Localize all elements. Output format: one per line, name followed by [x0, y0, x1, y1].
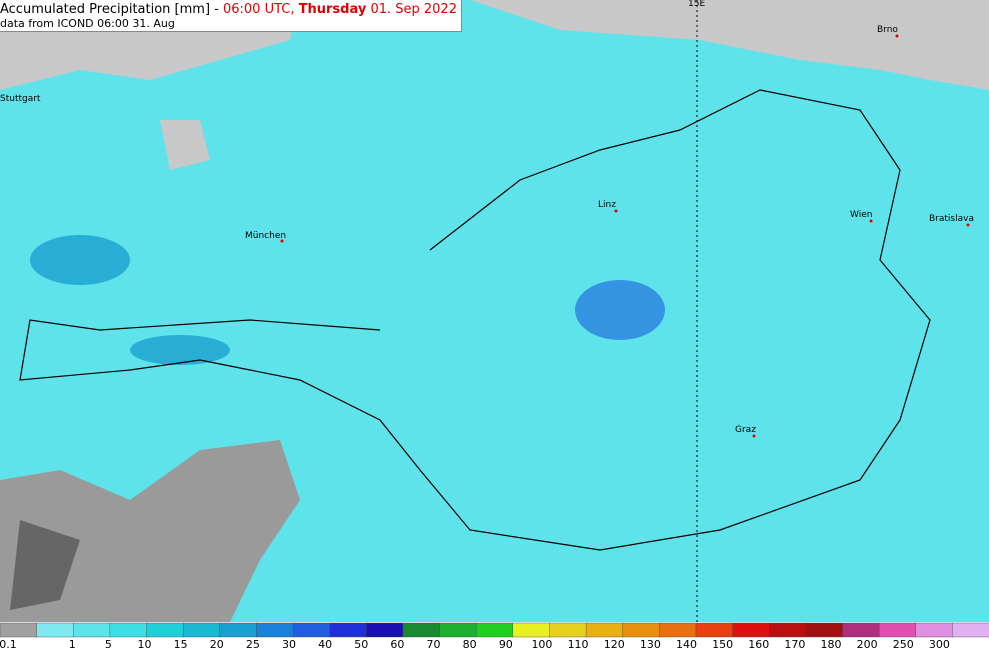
- colorbar-label: 1: [69, 638, 76, 651]
- colorbar-label: 80: [463, 638, 477, 651]
- city-marker: [895, 34, 899, 38]
- precip-max: [575, 280, 665, 340]
- colorbar-swatch: [659, 622, 697, 638]
- colorbar-swatch: [952, 622, 989, 638]
- colorbar-swatch: [842, 622, 880, 638]
- colorbar-swatch: [146, 622, 184, 638]
- title-weekday: Thursday: [298, 2, 367, 17]
- border: [19, 89, 931, 551]
- colorbar-swatch: [109, 622, 148, 638]
- title-label: Accumulated Precipitation [mm] -: [0, 2, 223, 17]
- colorbar-swatch: [182, 622, 221, 638]
- colorbar-label: 300: [929, 638, 950, 651]
- colorbar-label: 20: [210, 638, 224, 651]
- colorbar-label: 30: [282, 638, 296, 651]
- city-marker: [966, 223, 970, 227]
- city-label: München: [245, 231, 286, 241]
- colorbar-label: 160: [748, 638, 769, 651]
- colorbar-swatch: [256, 622, 294, 638]
- colorbar-label: 10: [138, 638, 152, 651]
- alps-terrain: [10, 520, 80, 610]
- colorbar-swatch: [219, 622, 258, 638]
- title-box: Accumulated Precipitation [mm] - 06:00 U…: [0, 0, 462, 32]
- colorbar-swatch: [0, 622, 38, 638]
- precip-max: [30, 235, 130, 285]
- colorbar-label: 15: [174, 638, 188, 651]
- city-label: Brno: [877, 25, 898, 35]
- city-label: Graz: [735, 425, 756, 435]
- colorbar-label: 40: [318, 638, 332, 651]
- colorbar-swatch: [732, 622, 770, 638]
- colorbar-label: 70: [427, 638, 441, 651]
- colorbar-swatch: [769, 622, 807, 638]
- colorbar-label: 130: [640, 638, 661, 651]
- colorbar-swatch: [805, 622, 844, 638]
- colorbar-label: 100: [531, 638, 552, 651]
- colorbar-swatch: [292, 622, 331, 638]
- colorbar-swatch: [402, 622, 441, 638]
- colorbar-label: 250: [893, 638, 914, 651]
- city-marker: [869, 219, 873, 223]
- colorbar-swatch: [695, 622, 734, 638]
- colorbar-label: 150: [712, 638, 733, 651]
- colorbar-swatch: [73, 622, 111, 638]
- colorbar-swatch: [512, 622, 551, 638]
- colorbar-label: 110: [568, 638, 589, 651]
- city-marker: [614, 209, 618, 213]
- colorbar-label: 5: [105, 638, 112, 651]
- dry-area: [160, 120, 210, 170]
- colorbar-label: 120: [604, 638, 625, 651]
- colorbar-swatch: [475, 622, 514, 638]
- colorbar-label: 25: [246, 638, 260, 651]
- dry-area: [470, 0, 989, 90]
- meridian-label: 15E: [688, 0, 705, 9]
- colorbar-label: 200: [857, 638, 878, 651]
- city-label: Stuttgart: [0, 94, 41, 104]
- colorbar-swatch: [622, 622, 661, 638]
- colorbar-swatch: [329, 622, 367, 638]
- title: Accumulated Precipitation [mm] - 06:00 U…: [0, 2, 457, 17]
- title-time: 06:00 UTC,: [222, 2, 299, 17]
- subtitle: data from ICOND 06:00 31. Aug: [0, 17, 175, 30]
- title-date: 01. Sep 2022: [366, 2, 457, 17]
- colorbar-swatch: [439, 622, 477, 638]
- city-marker: [280, 239, 284, 243]
- city-label: Bratislava: [929, 214, 974, 224]
- colorbar-swatch: [915, 622, 954, 638]
- colorbar-swatch: [585, 622, 624, 638]
- colorbar-label: 60: [390, 638, 404, 651]
- precip-max: [130, 335, 230, 365]
- colorbar-label: 170: [784, 638, 805, 651]
- colorbar-label: 50: [354, 638, 368, 651]
- colorbar-swatch: [366, 622, 404, 638]
- colorbar-label: 140: [676, 638, 697, 651]
- alps-terrain: [0, 440, 300, 622]
- colorbar-swatch: [549, 622, 587, 638]
- colorbar-label: 0.1: [0, 638, 17, 651]
- colorbar-swatch: [36, 622, 74, 638]
- city-marker: [752, 434, 756, 438]
- colorbar-swatch: [878, 622, 917, 638]
- colorbar-label: 90: [499, 638, 513, 651]
- city-label: Wien: [850, 210, 872, 220]
- colorbar-label: 180: [820, 638, 841, 651]
- city-label: Linz: [598, 200, 616, 210]
